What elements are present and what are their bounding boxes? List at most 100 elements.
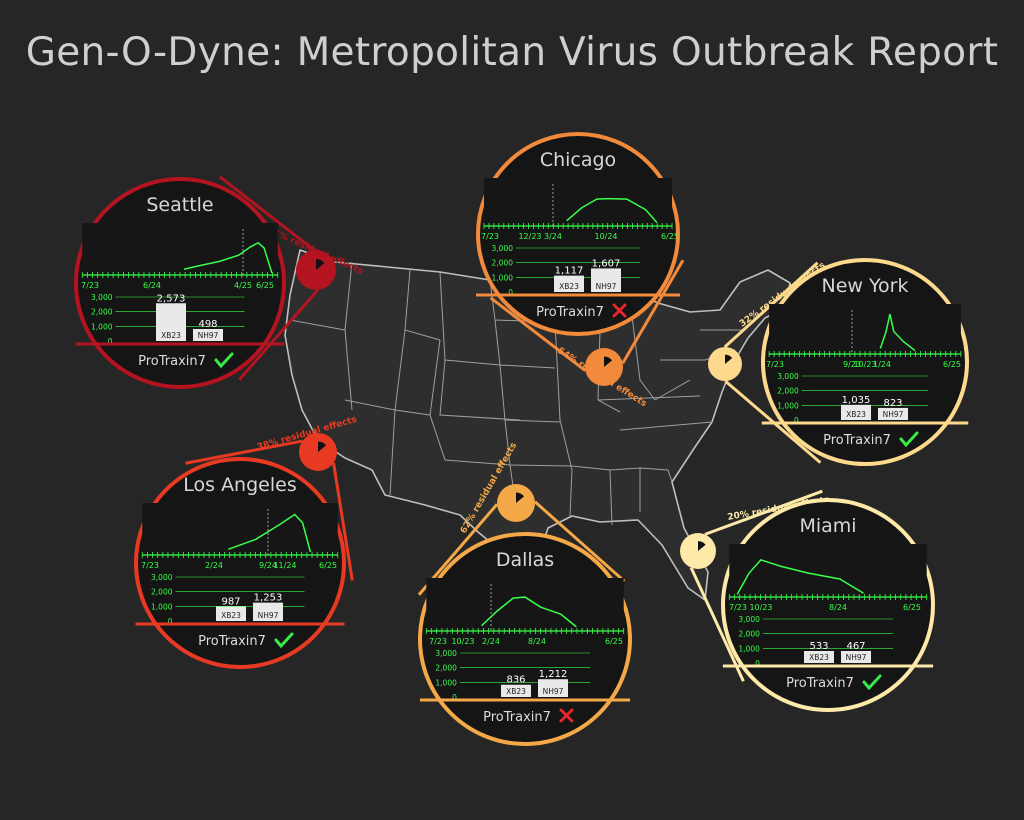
timeline-panel: [426, 578, 624, 631]
bar-category-label: NH97: [258, 611, 279, 620]
timeline-tick-label: 8/24: [829, 603, 847, 612]
timeline-tick-label: 10/23: [451, 637, 474, 646]
bar-axis-tick: 0: [452, 693, 457, 702]
timeline-panel: [82, 223, 278, 275]
residual-pie-slice: [318, 441, 327, 452]
bar-axis-tick: 3,000: [492, 244, 514, 253]
check-icon: [274, 632, 294, 649]
callout-line: [185, 439, 303, 465]
outbreak-curve: [228, 513, 312, 553]
bar-xb23: [804, 651, 834, 663]
residual-pie-slice: [604, 356, 613, 367]
drug-label: ProTraxin7: [198, 634, 266, 649]
timeline-tick-label: 6/25: [256, 281, 274, 290]
residual-pie-slice: [698, 541, 706, 551]
bar-axis-tick: 2,000: [91, 308, 113, 317]
bar-xb23: [554, 275, 584, 292]
drug-label: ProTraxin7: [786, 676, 854, 691]
callout-line: [489, 296, 587, 372]
timeline-tick-label: 1/24: [873, 360, 891, 369]
cross-icon: [612, 303, 627, 318]
bar-value-label: 987: [221, 597, 240, 608]
page-title: Gen-O-Dyne: Metropolitan Virus Outbreak …: [25, 30, 999, 75]
bar-axis-tick: 0: [755, 659, 760, 668]
timeline-panel: [729, 544, 927, 597]
bar-axis-tick: 0: [508, 288, 513, 297]
bar-category-label: NH97: [198, 331, 219, 340]
timeline-tick-label: 10/24: [594, 232, 617, 241]
us-map: [284, 249, 791, 601]
timeline-tick-label: 4/25: [234, 281, 252, 290]
outbreak-curve: [183, 241, 273, 274]
bar-axis-tick: 0: [168, 617, 173, 626]
city-name: Los Angeles: [183, 474, 296, 496]
callout-line: [689, 566, 745, 682]
timeline-tick-label: 7/23: [766, 360, 784, 369]
timeline-tick-label: 11/24: [273, 561, 296, 570]
bar-axis-tick: 3,000: [738, 615, 760, 624]
bar-axis-tick: 1,000: [738, 644, 760, 653]
timeline-tick-label: 7/23: [141, 561, 159, 570]
bar-nh97: [193, 329, 223, 341]
bar-category-label: NH97: [846, 653, 867, 662]
bar-value-label: 467: [846, 641, 865, 652]
timeline-tick-label: 8/24: [528, 637, 546, 646]
bar-category-label: XB23: [161, 331, 181, 340]
bar-axis-tick: 1,000: [151, 602, 173, 611]
bar-axis-tick: 3,000: [777, 372, 799, 381]
bar-category-label: XB23: [559, 282, 579, 291]
timeline-tick-label: 10/23: [749, 603, 772, 612]
timeline-tick-label: 7/23: [81, 281, 99, 290]
bar-axis-tick: 2,000: [492, 259, 514, 268]
city-name: Miami: [799, 515, 856, 537]
timeline-tick-label: 6/25: [943, 360, 961, 369]
outbreak-curve: [481, 596, 577, 628]
bar-category-label: XB23: [506, 687, 526, 696]
bar-axis-tick: 3,000: [91, 293, 113, 302]
drug-label: ProTraxin7: [823, 433, 891, 448]
bar-axis-tick: 2,000: [435, 664, 457, 673]
bar-axis-tick: 2,000: [777, 387, 799, 396]
bar-category-label: XB23: [221, 611, 241, 620]
callout-line: [704, 489, 823, 536]
timeline-tick-label: 2/24: [482, 637, 500, 646]
check-icon: [862, 674, 882, 691]
residual-pie-slice: [516, 492, 525, 503]
drug-label: ProTraxin7: [536, 305, 604, 320]
bar-value-label: 1,117: [555, 266, 584, 277]
bar-category-label: NH97: [543, 687, 564, 696]
drug-label: ProTraxin7: [483, 710, 551, 725]
bar-axis-tick: 1,000: [492, 273, 514, 282]
timeline-tick-label: 6/24: [143, 281, 161, 290]
bar-xb23: [841, 404, 871, 420]
cross-icon: [559, 708, 574, 723]
check-icon: [899, 431, 919, 448]
bar-axis-tick: 2,000: [151, 588, 173, 597]
timeline-tick-label: 12/23: [518, 232, 541, 241]
drug-label: ProTraxin7: [138, 354, 206, 369]
bar-axis-tick: 0: [108, 337, 113, 346]
residual-pie-slice: [725, 354, 733, 364]
bar-axis-tick: 1,000: [91, 322, 113, 331]
outbreak-curve: [879, 313, 916, 352]
bar-value-label: 533: [809, 641, 828, 652]
timeline-tick-label: 7/23: [429, 637, 447, 646]
timeline-panel: [142, 503, 338, 555]
timeline-tick-label: 2/24: [205, 561, 223, 570]
bar-category-label: NH97: [883, 410, 904, 419]
bar-nh97: [253, 602, 283, 621]
check-icon: [214, 352, 234, 369]
bar-axis-tick: 1,000: [777, 401, 799, 410]
city-name: New York: [821, 275, 908, 297]
city-name: Dallas: [496, 549, 554, 571]
bar-value-label: 1,035: [842, 395, 871, 406]
bar-value-label: 1,253: [254, 593, 283, 604]
timeline-tick-label: 6/25: [605, 637, 623, 646]
bar-axis-tick: 0: [794, 416, 799, 425]
bar-nh97: [591, 268, 621, 292]
timeline-tick-label: 6/25: [661, 232, 679, 241]
bar-nh97: [878, 407, 908, 420]
